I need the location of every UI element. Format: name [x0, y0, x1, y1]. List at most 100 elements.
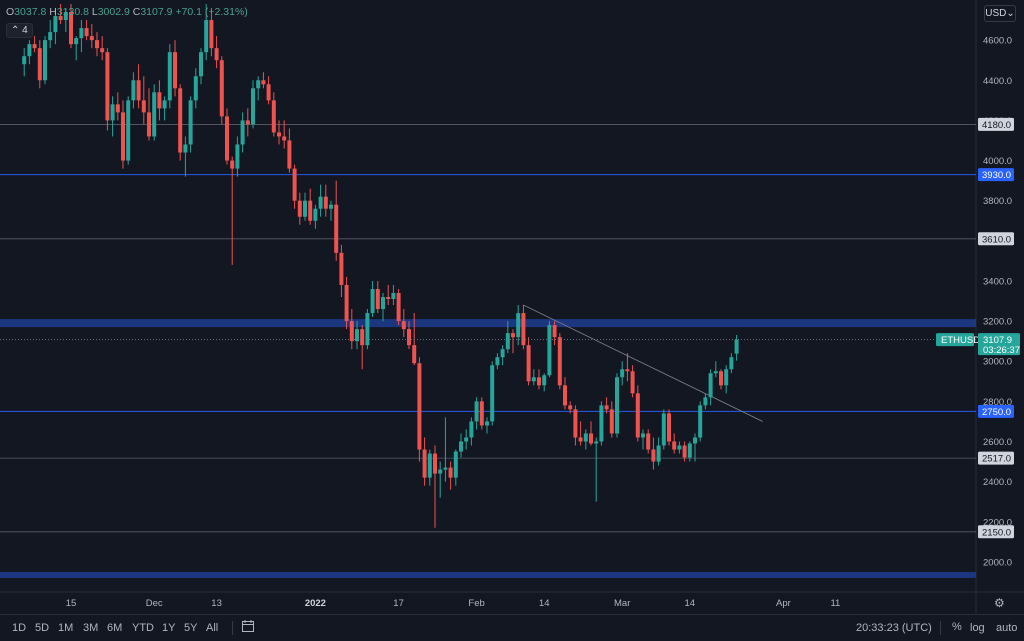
candle-body: [79, 28, 84, 39]
candle-body: [500, 349, 505, 358]
timeframe-1d[interactable]: 1D: [12, 622, 27, 634]
time-tick-label: Dec: [146, 598, 163, 609]
candle-body: [479, 401, 484, 426]
candle-body: [438, 469, 443, 474]
candle-body: [615, 377, 619, 434]
time-tick-label: 11: [830, 598, 840, 609]
candle-body: [193, 76, 198, 101]
level-label-text: 3610.0: [982, 234, 1011, 245]
timeframe-6m[interactable]: 6M: [107, 622, 123, 634]
candle-body: [173, 52, 177, 89]
candle-body: [646, 433, 651, 450]
candle-body: [693, 437, 697, 444]
level-price-label: 4180.0: [978, 117, 1014, 131]
candle-body: [453, 451, 458, 478]
candle-body: [115, 104, 120, 113]
candle-body: [531, 377, 536, 382]
candle-body: [219, 60, 224, 117]
price-tick-label: 2000.0: [983, 557, 1012, 568]
close-label: C: [132, 6, 141, 18]
candle-body: [323, 196, 328, 209]
auto-scale-toggle[interactable]: auto: [996, 622, 1018, 634]
timeframe-all[interactable]: All: [206, 622, 219, 634]
candle-body: [105, 52, 110, 121]
utc-clock[interactable]: 20:33:23 (UTC): [856, 622, 932, 634]
price-tick-label: 2600.0: [983, 437, 1012, 448]
candle-body: [474, 401, 479, 422]
candle-body: [542, 375, 547, 386]
candle-body: [375, 288, 380, 310]
indicators-toggle[interactable]: ⌃ 4: [6, 23, 33, 38]
level-label-text: 2517.0: [982, 454, 1011, 465]
candle-body: [708, 373, 713, 398]
percent-scale-toggle[interactable]: %: [952, 621, 962, 633]
candle-body: [43, 40, 47, 81]
candle-body: [578, 437, 583, 442]
candle-body: [625, 369, 630, 372]
candle-body: [672, 441, 677, 450]
candle-body: [469, 421, 474, 438]
timeframe-ytd[interactable]: YTD: [132, 622, 154, 634]
candle-body: [53, 16, 58, 33]
candle-body: [682, 445, 687, 458]
candle-body: [121, 112, 125, 161]
price-tick-label: 3200.0: [983, 317, 1012, 328]
candle-body: [594, 441, 599, 444]
candle-body: [22, 56, 27, 65]
trendline: [523, 304, 763, 422]
candle-body: [162, 100, 167, 109]
candle-body: [386, 297, 391, 300]
timeframe-5y[interactable]: 5Y: [184, 622, 198, 634]
candle-body: [589, 433, 593, 444]
candle-body: [521, 313, 526, 346]
level-price-label: 3930.0: [978, 168, 1014, 182]
high-label: H: [49, 6, 57, 18]
candle-body: [604, 405, 609, 410]
calendar-icon[interactable]: [242, 620, 254, 632]
candle-body: [448, 467, 453, 478]
candle-body: [183, 144, 188, 153]
gear-icon[interactable]: ⚙: [994, 596, 1005, 610]
support-zone: [0, 319, 976, 328]
candle-body: [63, 12, 68, 21]
candle-body: [318, 196, 323, 209]
candle-body: [355, 329, 359, 342]
candle-body: [656, 445, 661, 462]
log-scale-toggle[interactable]: log: [970, 622, 985, 634]
chevron-up-icon: ⌃: [11, 25, 20, 36]
timeframe-5d[interactable]: 5D: [35, 622, 50, 634]
toolbar-divider: [232, 621, 233, 635]
candle-body: [157, 92, 162, 109]
level-label-box: [978, 168, 1014, 182]
candle-body: [344, 284, 349, 322]
candle-body: [167, 52, 172, 101]
candle-body: [266, 84, 271, 101]
candle-body: [235, 144, 240, 169]
candle-body: [724, 369, 729, 386]
support-zone: [0, 571, 976, 578]
timeframe-1y[interactable]: 1Y: [162, 622, 176, 634]
level-label-box: [978, 232, 1014, 246]
time-tick-label: Mar: [614, 598, 630, 609]
candle-body: [110, 104, 115, 121]
candle-body: [287, 140, 292, 169]
price-chart[interactable]: 2000.0 2200.0 2400.0 2600.0 2800.0 3000.0 3200…: [0, 0, 1024, 614]
candle-body: [609, 409, 614, 434]
close-value: 3107.9: [140, 6, 173, 18]
level-price-label: 3610.0: [978, 232, 1014, 246]
candle-body: [329, 204, 333, 209]
candle-body: [297, 200, 302, 217]
candle-body: [32, 44, 37, 49]
candle-body: [313, 208, 318, 221]
currency-select[interactable]: USD⌄: [984, 5, 1016, 22]
candle-body: [303, 200, 307, 217]
candle-body: [495, 357, 500, 366]
candle-body: [339, 252, 344, 285]
candle-body: [199, 52, 203, 77]
candle-body: [277, 132, 281, 137]
level-label-text: 2150.0: [982, 527, 1011, 538]
candle-body: [516, 313, 521, 338]
timeframe-3m[interactable]: 3M: [83, 622, 99, 634]
candle-body: [734, 339, 739, 354]
timeframe-1m[interactable]: 1M: [58, 622, 74, 634]
